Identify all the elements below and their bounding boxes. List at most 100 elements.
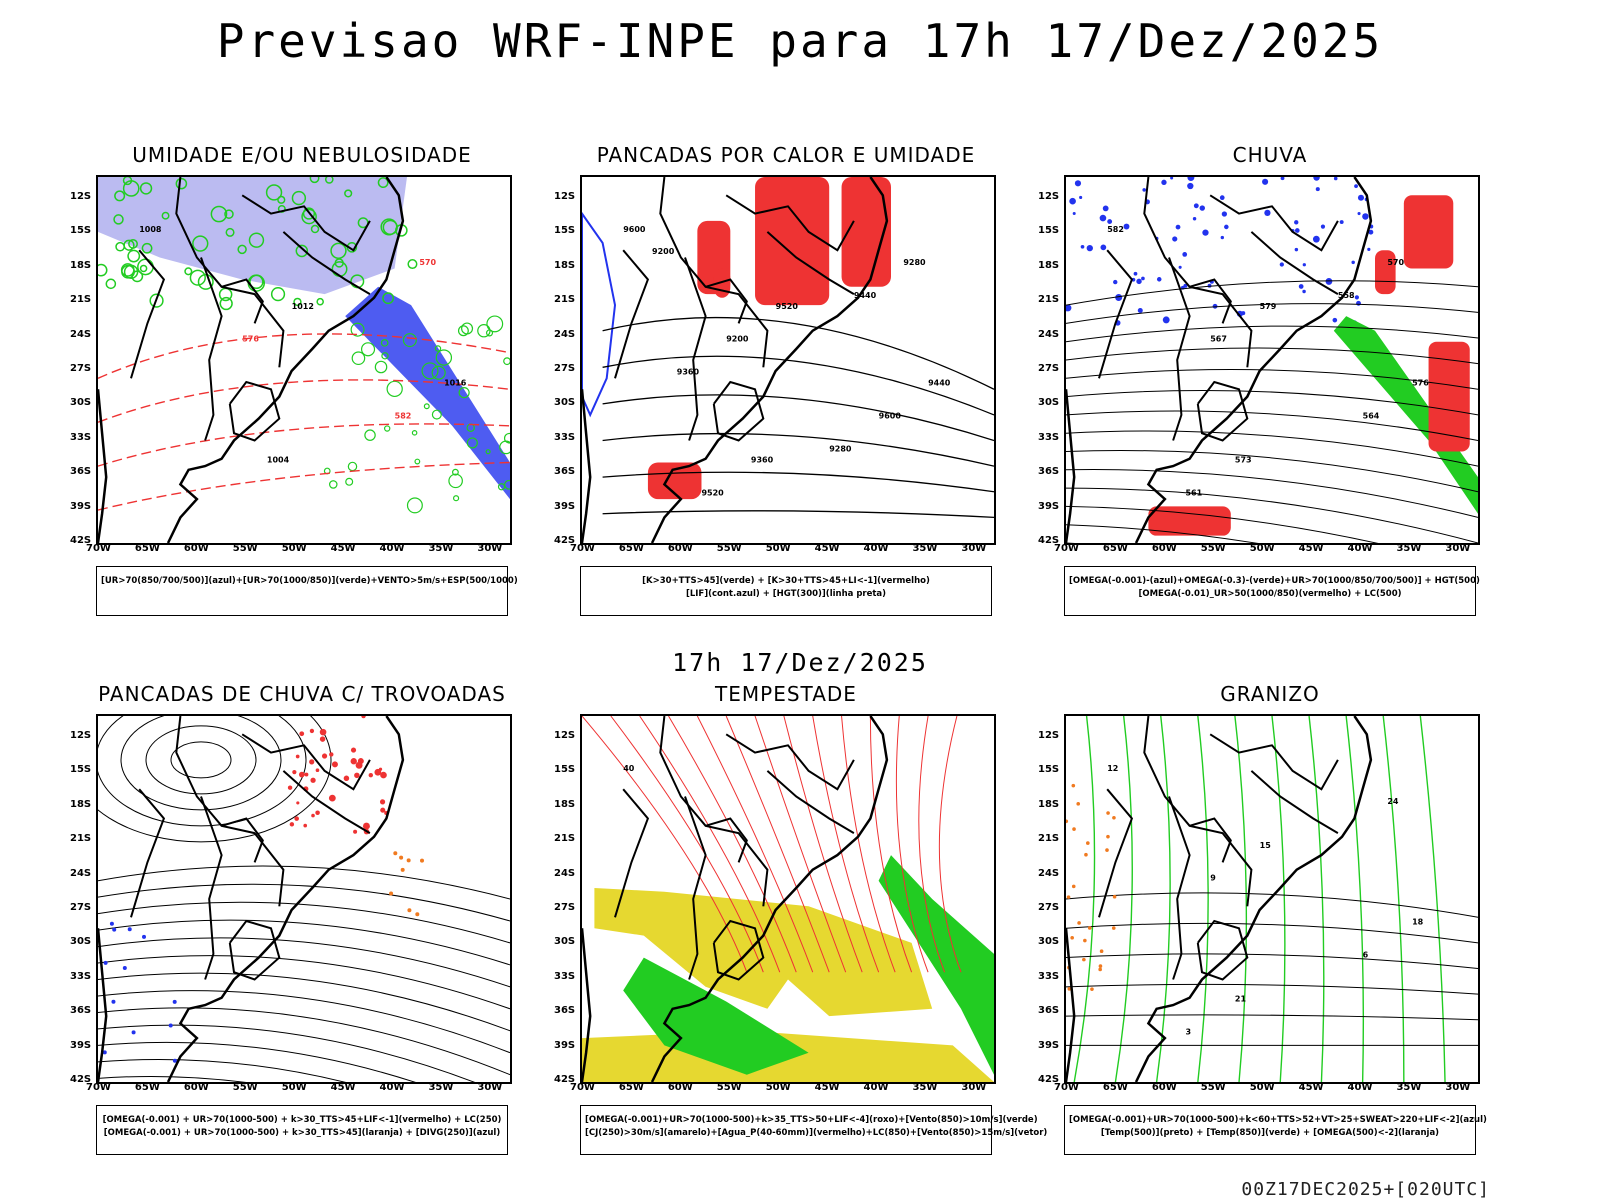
longitude-label: 50W [765,1082,791,1093]
longitude-label: 40W [1347,543,1373,554]
country-border [1209,194,1339,252]
country-border [1143,716,1253,907]
streamline [841,716,896,973]
latitude-label: 39S [1038,1039,1060,1051]
low-humidity-contour [452,495,460,502]
omega-point [1099,949,1104,954]
latitude-label: 42S [554,535,576,546]
low-humidity-contour [503,432,510,444]
longitude-label: 45W [1298,1082,1324,1093]
thunderstorm-point [353,829,358,834]
rain-point [1066,305,1070,312]
latitude-label: 36S [554,1005,576,1017]
low-humidity-contour [127,249,141,263]
streamline [895,716,929,973]
thunderstorm-point [294,816,299,821]
latitude-label: 18S [554,259,576,271]
contour-label: 21 [1235,994,1247,1003]
lifted-index-contour [582,211,617,418]
low-humidity-contour [386,380,403,398]
divergence-point [109,921,114,926]
thickness-contour [98,423,510,467]
rain-point [1142,188,1146,192]
thunderstorm-point [292,770,297,775]
temperature-500-contour [1066,892,1478,918]
thunderstorm-point [343,775,350,782]
coastline [166,716,405,1082]
country-border [659,716,769,907]
omega-point [1076,802,1081,806]
country-border [1196,919,1249,981]
longitude-label: 35W [428,543,454,554]
latitude-label: 21S [554,833,576,845]
latitude-label: 27S [1038,901,1060,913]
temperature-850-contour [1382,716,1405,1082]
rain-point [1294,228,1300,233]
map-canvas: 12 15 18 21 24 9 6 3 [1066,716,1478,1082]
low-humidity-contour [122,177,133,186]
low-humidity-contour [192,235,209,252]
divergence-point [168,1023,173,1028]
low-humidity-contour [383,425,391,432]
height-contour [602,394,994,442]
longitude-label: 70W [1054,1082,1079,1093]
longitude-label: 55W [716,1082,742,1093]
height-contour [602,510,994,519]
thunderstorm-point [361,716,366,719]
low-humidity-contour [497,483,506,491]
low-humidity-contour [113,214,124,225]
thunderstorm-point [355,761,363,769]
low-humidity-contour [161,211,170,220]
contour-label: 9360 [677,368,700,377]
rain-point [1079,195,1083,200]
low-humidity-contour [407,259,418,270]
divergence-point [172,1058,177,1063]
low-humidity-contour [98,263,108,277]
country-border [1168,796,1191,980]
low-humidity-contour [381,352,389,360]
streamline [98,990,510,1054]
longitude-label: 65W [618,543,644,554]
latitude-label: 18S [1038,259,1060,271]
thunderstorm-point [287,785,293,790]
low-humidity-contour [189,269,206,286]
weather-map: 9600 9520 9440 9360 9280 9200 9600 9520 9440 9360… [580,175,996,545]
rain-point [1123,223,1130,230]
rain-point [1262,178,1269,185]
omega-point [1084,852,1088,857]
longitude-label: 50W [281,1082,307,1093]
temperature-500-contour [1066,922,1478,944]
rain-point [1074,180,1082,187]
streamline [98,937,510,988]
height-contour [1066,347,1478,365]
low-humidity-contour [293,297,302,307]
low-humidity-contour [237,244,247,255]
thunderstorm-point [350,758,357,765]
country-border [725,733,855,791]
country-border [684,796,707,980]
coastline [582,928,592,1082]
country-border [705,817,748,863]
thunderstorm-point [311,813,315,818]
low-humidity-contour [105,278,117,290]
low-humidity-contour [364,429,376,441]
rain-point [1202,229,1209,236]
latitude-label: 18S [554,798,576,810]
coastline [1134,716,1373,1082]
latitude-label: 12S [70,190,92,202]
rain-point [1221,211,1228,217]
map-canvas: 9600 9520 9440 9360 9280 9200 9600 9520 9440 9360… [582,177,994,543]
latitude-label: 42S [70,535,92,546]
wind-area [623,957,809,1075]
temperature-850-contour [1308,716,1325,1082]
streamline [98,972,510,1032]
longitude-label: 55W [1200,543,1226,554]
temperature-850-contour [1271,716,1286,1082]
country-border [221,278,264,324]
rain-point [1192,217,1197,221]
latitude-label: 12S [554,729,576,741]
latitude-label: 39S [1038,500,1060,512]
latitude-label: 39S [70,500,92,512]
rain-point [1294,247,1299,252]
omega-point [1067,987,1072,991]
